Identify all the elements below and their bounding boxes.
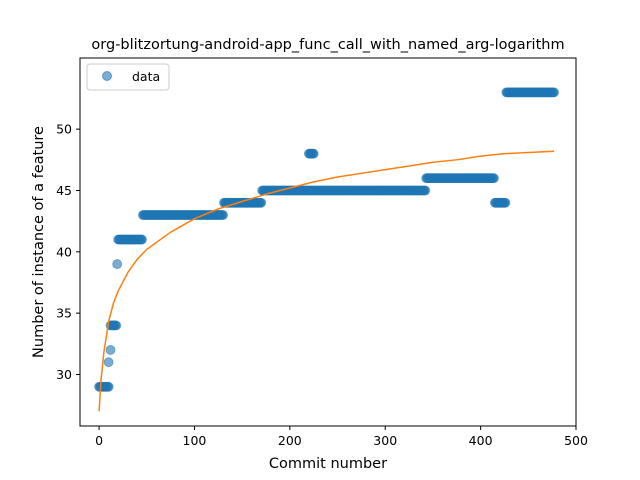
legend-marker-data (102, 71, 112, 81)
y-tick-label: 30 (56, 367, 72, 382)
y-tick-label: 50 (56, 122, 72, 137)
fit-layer (98, 150, 555, 412)
x-tick-label: 300 (373, 433, 397, 448)
data-point (111, 320, 122, 331)
x-tick-label: 100 (183, 433, 207, 448)
data-point (112, 259, 123, 269)
data-point (420, 185, 431, 196)
x-tick-label: 500 (564, 433, 588, 448)
x-axis-label: Commit number (269, 456, 387, 472)
legend-box (86, 63, 170, 91)
data-point (308, 148, 319, 159)
legend-label-data: data (132, 69, 160, 84)
data-layer (94, 87, 559, 392)
data-point (256, 197, 267, 208)
x-axis: 0 100 200 300 400 500 (95, 426, 588, 448)
data-point (489, 173, 499, 184)
x-tick-label: 0 (95, 433, 103, 448)
chart-title: org-blitzortung-android-app_func_call_wi… (91, 37, 564, 53)
y-axis: 30 35 40 45 50 (56, 122, 80, 382)
legend: data (86, 63, 170, 91)
x-tick-label: 200 (278, 433, 302, 448)
data-point (549, 87, 559, 98)
data-point (103, 357, 114, 368)
data-point (105, 345, 116, 355)
y-tick-label: 40 (56, 244, 72, 259)
data-point (103, 381, 114, 392)
y-axis-label: Number of instance of a feature (31, 126, 47, 358)
data-point (137, 234, 147, 245)
x-tick-label: 400 (469, 433, 493, 448)
y-tick-label: 45 (56, 183, 72, 198)
fit-line (98, 150, 555, 412)
data-point (500, 197, 511, 208)
plot-frame (79, 57, 577, 427)
data-point (218, 210, 228, 220)
y-tick-label: 35 (56, 306, 72, 321)
